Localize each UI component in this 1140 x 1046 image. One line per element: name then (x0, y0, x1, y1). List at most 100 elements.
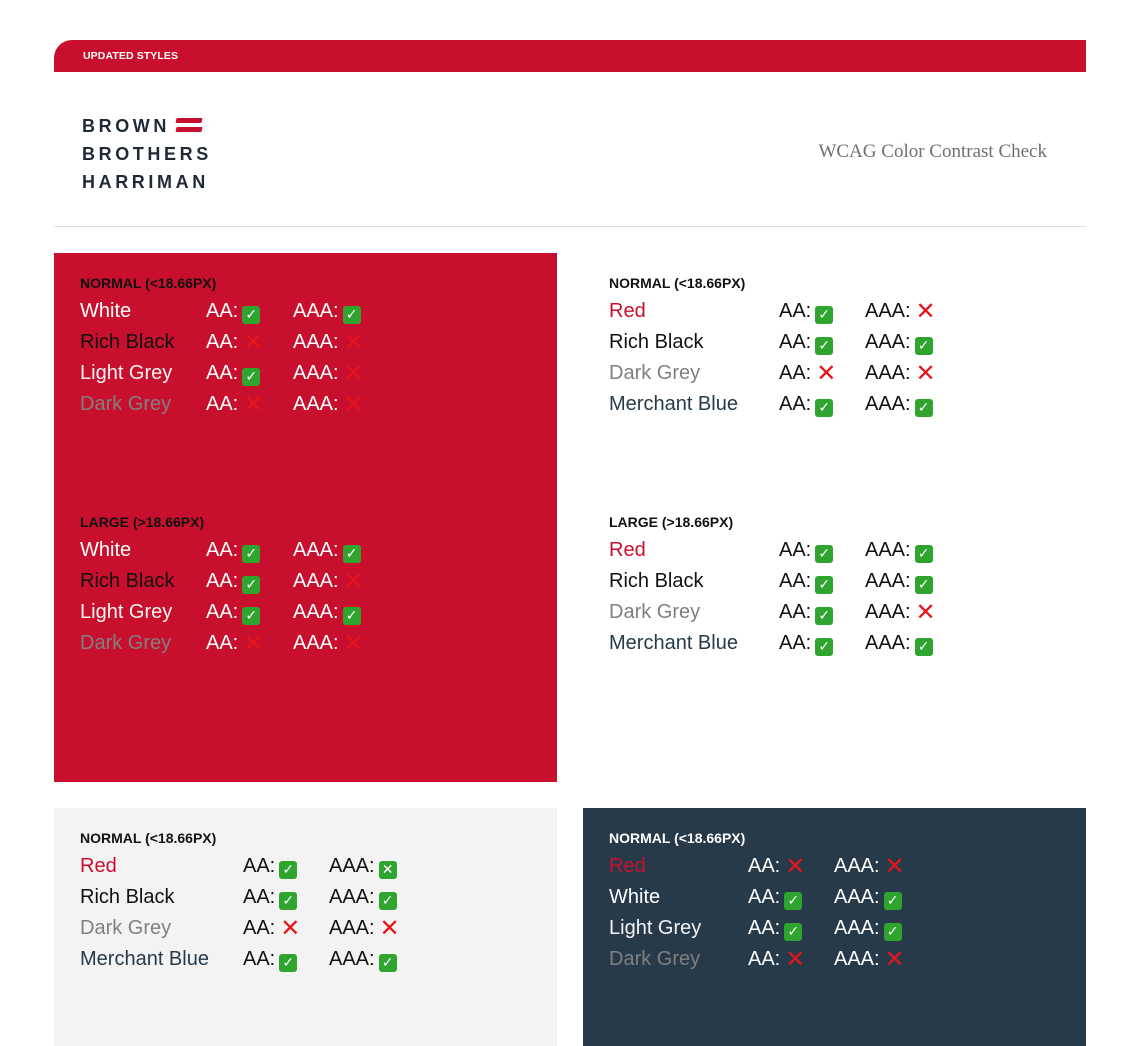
aaa-label: AAA: (865, 632, 911, 654)
group-title: NORMAL (<18.66PX) (609, 275, 746, 291)
aaa-result: AAA: ✕ (834, 944, 906, 975)
contrast-group: LARGE (>18.66PX) White AA: ✓ AAA: ✓ Rich Black… (80, 512, 531, 659)
contrast-row: Rich Black AA: ✓ AAA: ✓ (80, 882, 531, 913)
aaa-label: AAA: (865, 601, 911, 623)
aaa-result: AAA: ✕ (329, 913, 401, 944)
page-title: WCAG Color Contrast Check (818, 141, 1047, 162)
color-name: Dark Grey (80, 917, 172, 939)
aa-result: AA: ✓ (206, 597, 261, 628)
aaa-label: AAA: (329, 917, 375, 939)
check-icon: ✓ (279, 892, 298, 910)
aaa-result: AAA: ✕ (293, 628, 365, 659)
aaa-result: AAA: ✓ (293, 597, 361, 628)
logo-line-2: BROTHERS (82, 144, 212, 164)
contrast-row: Dark Grey AA: ✕ AAA: ✕ (609, 944, 1060, 975)
aaa-result: AAA: ✓ (865, 535, 933, 566)
color-name: Merchant Blue (80, 948, 209, 970)
check-icon: ✓ (378, 892, 397, 910)
aaa-label: AAA: (865, 539, 911, 561)
cross-icon: ✕ (243, 390, 264, 418)
group-title: NORMAL (<18.66PX) (609, 830, 746, 846)
aa-result: AA: ✕ (206, 389, 264, 420)
aa-label: AA: (748, 886, 781, 908)
color-name: Dark Grey (80, 632, 172, 654)
check-icon: ✓ (815, 545, 834, 563)
aa-label: AA: (206, 570, 239, 592)
cross-icon: ✕ (343, 567, 364, 595)
aa-result: AA: ✕ (779, 358, 837, 389)
contrast-group: NORMAL (<18.66PX) Red AA: ✓ AAA: ✕ Rich Black A… (80, 828, 531, 975)
check-icon: ✓ (342, 545, 361, 563)
contrast-row: Dark Grey AA: ✓ AAA: ✕ (609, 597, 1060, 628)
aaa-result: AAA: ✕ (329, 851, 397, 882)
group-title: LARGE (>18.66PX) (609, 514, 734, 530)
aa-result: AA: ✓ (243, 944, 298, 975)
cross-icon: ✕ (243, 629, 264, 657)
color-name: Red (609, 300, 646, 322)
aa-result: AA: ✕ (243, 913, 301, 944)
aa-label: AA: (206, 539, 239, 561)
color-name: Rich Black (80, 331, 175, 353)
aaa-label: AAA: (834, 886, 880, 908)
color-name: Rich Black (80, 570, 175, 592)
cross-icon: ✕ (915, 359, 936, 387)
check-icon: ✓ (242, 306, 261, 324)
contrast-row: White AA: ✓ AAA: ✓ (80, 296, 531, 327)
check-icon: ✓ (342, 607, 361, 625)
aa-result: AA: ✓ (779, 566, 834, 597)
aa-result: AA: ✓ (779, 597, 834, 628)
cross-icon: ✕ (915, 297, 936, 325)
aa-result: AA: ✓ (206, 566, 261, 597)
header-divider (54, 226, 1086, 227)
check-icon: ✓ (784, 923, 803, 941)
flag-stripes-icon (175, 117, 203, 133)
aaa-label: AAA: (865, 362, 911, 384)
contrast-row: Dark Grey AA: ✕ AAA: ✕ (80, 913, 531, 944)
aa-result: AA: ✕ (748, 851, 806, 882)
contrast-row: Red AA: ✓ AAA: ✕ (609, 296, 1060, 327)
aaa-label: AAA: (865, 331, 911, 353)
aaa-label: AAA: (293, 570, 339, 592)
check-icon: ✓ (914, 399, 933, 417)
aaa-result: AAA: ✓ (329, 944, 397, 975)
check-icon: ✓ (815, 576, 834, 594)
aa-label: AA: (779, 331, 812, 353)
color-name: White (609, 886, 661, 908)
color-name: Dark Grey (80, 393, 172, 415)
aaa-label: AAA: (329, 886, 375, 908)
contrast-row: Dark Grey AA: ✕ AAA: ✕ (80, 628, 531, 659)
color-name: Rich Black (609, 331, 704, 353)
aa-label: AA: (206, 393, 239, 415)
brand-logo: BROWN BROTHERS HARRIMAN (82, 112, 212, 196)
check-icon: ✓ (279, 861, 298, 879)
color-name: Red (80, 855, 117, 877)
check-icon: ✓ (784, 892, 803, 910)
cross-icon: ✕ (280, 914, 301, 942)
updated-styles-banner: UPDATED STYLES (54, 40, 1086, 72)
aa-result: AA: ✓ (243, 882, 298, 913)
cross-icon: ✕ (343, 390, 364, 418)
check-icon: ✓ (242, 576, 261, 594)
aa-label: AA: (779, 300, 812, 322)
check-icon: ✓ (242, 545, 261, 563)
contrast-group: NORMAL (<18.66PX) Red AA: ✓ AAA: ✕ Rich Black A… (609, 273, 1060, 420)
aa-result: AA: ✓ (779, 628, 834, 659)
aaa-result: AAA: ✓ (865, 566, 933, 597)
aa-label: AA: (206, 362, 239, 384)
aa-label: AA: (206, 632, 239, 654)
color-name: White (80, 300, 132, 322)
check-icon: ✓ (914, 638, 933, 656)
aaa-result: AAA: ✓ (293, 296, 361, 327)
aa-result: AA: ✓ (779, 327, 834, 358)
aaa-result: AAA: ✓ (293, 535, 361, 566)
contrast-row: Merchant Blue AA: ✓ AAA: ✓ (609, 628, 1060, 659)
contrast-group: LARGE (>18.66PX) Red AA: ✓ AAA: ✓ Rich Black AA… (609, 512, 1060, 659)
aaa-result: AAA: ✓ (865, 327, 933, 358)
aa-result: AA: ✓ (748, 882, 803, 913)
aaa-label: AAA: (293, 362, 339, 384)
aaa-result: AAA: ✓ (834, 913, 902, 944)
aa-result: AA: ✓ (206, 535, 261, 566)
logo-line-3: HARRIMAN (82, 172, 209, 192)
aa-result: AA: ✕ (206, 628, 264, 659)
aaa-label: AAA: (329, 855, 375, 877)
